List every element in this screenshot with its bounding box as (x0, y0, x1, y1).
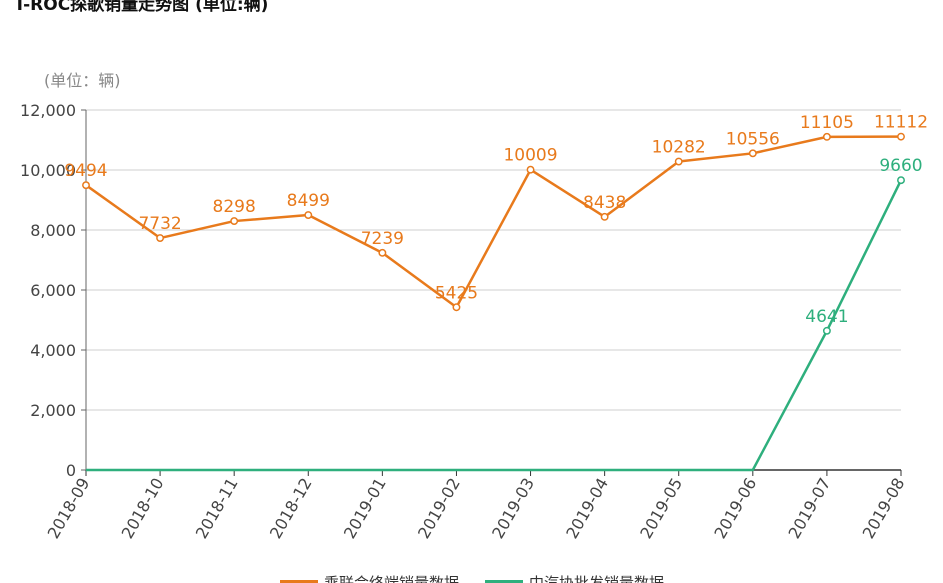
data-point[interactable] (600, 212, 609, 221)
y-axis-unit-label: (单位：辆) (44, 71, 121, 90)
data-label: 8438 (583, 193, 626, 213)
legend-label: 中汽协批发销量数据 (529, 574, 664, 583)
data-label: 10556 (726, 129, 780, 149)
series-line-0 (85, 135, 902, 309)
data-label: 10282 (652, 138, 706, 158)
x-tick-label: 2018-12 (266, 475, 316, 542)
y-tick-label: 4,000 (30, 341, 76, 360)
data-point[interactable] (897, 176, 905, 185)
data-point[interactable] (897, 132, 905, 141)
legend-swatch (280, 580, 318, 583)
data-point[interactable] (748, 149, 757, 158)
y-tick-label: 0 (66, 461, 76, 480)
x-tick-label: 2018-09 (44, 475, 94, 542)
legend-item-1[interactable]: 中汽协批发销量数据 (485, 574, 664, 583)
x-axis: 2018-09 2018-10 2018-11 2018-12 2019-01 2019-… (44, 469, 909, 542)
data-label: 11105 (800, 113, 854, 133)
x-tick-label: 2019-02 (414, 475, 464, 542)
y-tick-label: 6,000 (30, 281, 76, 300)
x-tick-label: 2018-11 (192, 475, 242, 542)
x-tick-label: 2019-03 (488, 475, 538, 542)
series-line-1 (86, 179, 903, 472)
legend-item-0[interactable]: 乘联会终端销量数据 (280, 574, 459, 583)
data-label: 5425 (435, 283, 478, 303)
data-labels: 9494 7732 8298 8499 7239 5425 10009 8438 10282 10… (64, 113, 928, 327)
data-label: 9494 (64, 161, 107, 181)
y-axis: 0 2,000 4,000 6,000 8,000 10,000 12,000 (20, 101, 87, 480)
x-tick-label: 2019-01 (340, 475, 390, 542)
data-point[interactable] (156, 234, 165, 242)
data-label: 10009 (503, 146, 557, 166)
data-point[interactable] (526, 165, 535, 174)
grid-lines (86, 109, 901, 411)
data-point[interactable] (452, 303, 461, 312)
data-point[interactable] (378, 248, 387, 257)
x-tick-label: 2018-10 (118, 475, 168, 542)
x-tick-label: 2019-04 (562, 475, 612, 542)
data-point[interactable] (822, 132, 831, 141)
y-tick-label: 12,000 (20, 101, 76, 120)
legend-swatch (485, 580, 523, 583)
data-point[interactable] (674, 157, 683, 166)
x-tick-label: 2019-06 (710, 475, 760, 542)
x-tick-label: 2019-08 (859, 475, 909, 542)
x-tick-label: 2019-05 (636, 475, 686, 542)
data-point[interactable] (304, 211, 313, 219)
y-tick-label: 10,000 (20, 161, 76, 180)
data-label: 8499 (287, 191, 330, 211)
data-label: 7239 (361, 229, 404, 249)
data-label: 11112 (874, 113, 928, 133)
data-label: 4641 (805, 307, 848, 327)
x-tick-label: 2019-07 (784, 475, 834, 542)
data-point[interactable] (230, 217, 239, 226)
data-label: 8298 (213, 197, 256, 217)
legend[interactable]: 乘联会终端销量数据 中汽协批发销量数据 (280, 574, 664, 583)
series-lines (82, 132, 905, 472)
y-tick-label: 8,000 (30, 221, 76, 240)
legend-label: 乘联会终端销量数据 (324, 574, 459, 583)
data-label: 7732 (138, 214, 181, 234)
y-tick-label: 2,000 (30, 401, 76, 420)
data-label: 9660 (879, 156, 922, 176)
data-point[interactable] (822, 326, 831, 335)
chart-title: T-ROC探歌销量走势图 (单位:辆) (14, 0, 269, 15)
data-point[interactable] (82, 181, 90, 190)
